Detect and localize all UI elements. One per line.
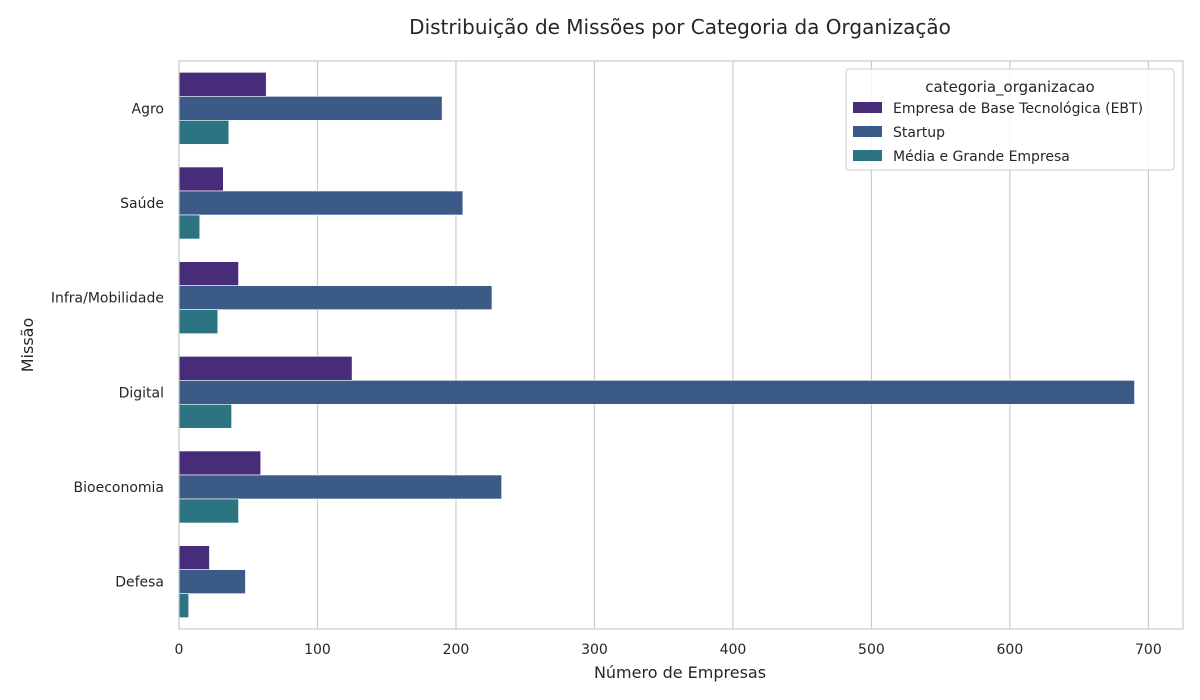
- x-tick-label: 100: [304, 642, 331, 658]
- bar-saude-empresa-de-base-tecnologica-ebt: [178, 166, 224, 192]
- legend-label-startup: Startup: [893, 125, 945, 141]
- bar-saude-media-e-grande-empresa: [178, 214, 201, 240]
- bar-bioeconomia-startup: [178, 474, 502, 500]
- legend-swatch-media-e-grande-empresa: [853, 150, 882, 161]
- legend-box: [845, 68, 1175, 171]
- y-axis-label: Missão: [18, 318, 37, 373]
- y-tick-label-bioeconomia: Bioeconomia: [74, 480, 164, 496]
- bar-infra-mobilidade-media-e-grande-empresa: [178, 309, 219, 334]
- bar-saude-startup: [178, 190, 464, 216]
- bar-infra-mobilidade-startup: [178, 285, 493, 310]
- bar-digital-startup: [178, 380, 1135, 405]
- x-tick-label: 500: [858, 642, 885, 658]
- y-tick-label-infra-mobilidade: Infra/Mobilidade: [51, 291, 164, 307]
- bar-defesa-startup: [178, 569, 246, 594]
- legend-swatch-empresa-de-base-tecnologica-ebt: [853, 102, 882, 113]
- bar-digital-media-e-grande-empresa: [178, 404, 232, 429]
- y-tick-label-defesa: Defesa: [115, 575, 164, 591]
- x-tick-label: 300: [581, 642, 608, 658]
- x-axis-label: Número de Empresas: [594, 663, 766, 682]
- x-tick-label: 600: [997, 642, 1024, 658]
- plot-frame: [178, 60, 1184, 630]
- legend-title: categoria_organizacao: [925, 78, 1094, 97]
- bar-defesa-empresa-de-base-tecnologica-ebt: [178, 545, 210, 570]
- bar-digital-empresa-de-base-tecnologica-ebt: [178, 356, 353, 381]
- legend: categoria_organizacao Empresa de Base Te…: [845, 68, 1175, 171]
- y-tick-label-digital: Digital: [119, 385, 164, 401]
- bar-bioeconomia-media-e-grande-empresa: [178, 498, 239, 524]
- x-tick-label: 0: [175, 642, 184, 658]
- bar-agro-empresa-de-base-tecnologica-ebt: [178, 72, 267, 97]
- x-tick-label: 200: [443, 642, 470, 658]
- y-tick-label-saude: Saúde: [120, 196, 164, 212]
- bars: [178, 72, 1135, 618]
- bar-agro-media-e-grande-empresa: [178, 120, 230, 145]
- y-tick-labels: Agro Saúde Infra/Mobilidade Digital Bioecono…: [51, 101, 164, 590]
- x-tick-label: 700: [1135, 642, 1162, 658]
- legend-swatch-startup: [853, 126, 882, 137]
- legend-label-media-e-grande-empresa: Média e Grande Empresa: [893, 149, 1070, 165]
- bar-agro-startup: [178, 96, 443, 121]
- x-tick-labels: 0 100 200 300 400 500 600 700: [175, 642, 1162, 658]
- bar-infra-mobilidade-empresa-de-base-tecnologica-ebt: [178, 261, 239, 286]
- x-tick-label: 400: [720, 642, 747, 658]
- bar-bioeconomia-empresa-de-base-tecnologica-ebt: [178, 450, 262, 476]
- bar-defesa-media-e-grande-empresa: [178, 593, 189, 618]
- chart-title: Distribuição de Missões por Categoria da…: [409, 15, 951, 39]
- legend-label-empresa-de-base-tecnologica-ebt: Empresa de Base Tecnológica (EBT): [893, 101, 1143, 117]
- y-tick-label-agro: Agro: [132, 101, 164, 117]
